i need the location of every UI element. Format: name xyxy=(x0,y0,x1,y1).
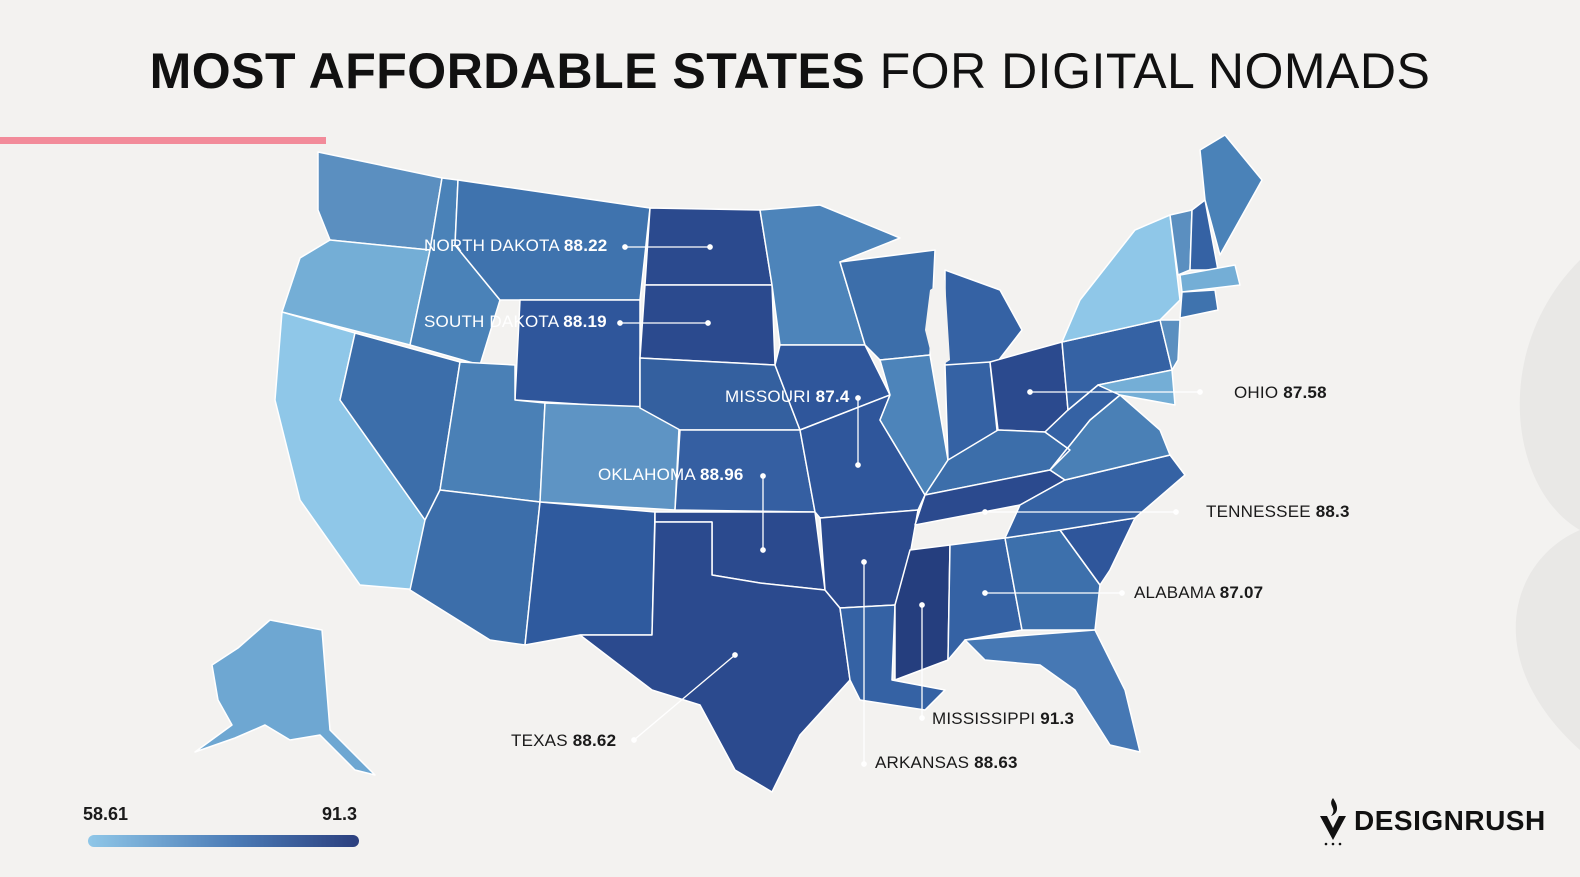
leader-dot xyxy=(919,602,925,608)
callout-value: 87.58 xyxy=(1283,383,1327,402)
brand-name: DESIGNRUSH xyxy=(1354,805,1546,836)
callout-ohio: OHIO 87.58 xyxy=(1234,383,1327,403)
state-oregon xyxy=(281,239,431,346)
leader-dot xyxy=(1027,389,1033,395)
callout-mississippi: MISSISSIPPI 91.3 xyxy=(932,709,1074,729)
state-massachusetts xyxy=(1179,264,1241,293)
callout-value: 88.19 xyxy=(563,312,607,331)
callout-value: 87.07 xyxy=(1219,583,1264,602)
leader-dot xyxy=(982,590,988,596)
accent-line xyxy=(0,137,326,144)
state-arizona xyxy=(409,489,541,646)
callout-tennessee: TENNESSEE 88.3 xyxy=(1206,502,1350,522)
callout-texas: TEXAS 88.62 xyxy=(511,731,616,751)
leader-dot xyxy=(861,559,867,565)
callout-value: 88.22 xyxy=(563,236,608,255)
flame-v-logo-icon xyxy=(1320,798,1346,846)
brand-logo: DESIGNRUSH xyxy=(1318,796,1546,846)
callout-value: 87.4 xyxy=(815,387,850,406)
leader-dot xyxy=(732,652,738,658)
callout-state: NORTH DAKOTA xyxy=(424,236,559,255)
callout-state: TENNESSEE xyxy=(1206,502,1311,521)
state-new-mexico xyxy=(524,501,656,646)
leader-dot xyxy=(1173,509,1179,515)
leader-dot xyxy=(982,509,988,515)
callout-state: ALABAMA xyxy=(1134,583,1215,602)
callout-state: SOUTH DAKOTA xyxy=(424,312,559,331)
callout-state: OKLAHOMA xyxy=(598,465,696,484)
leader-dot xyxy=(1119,590,1125,596)
callout-arkansas: ARKANSAS 88.63 xyxy=(875,753,1018,773)
callout-value: 88.62 xyxy=(572,731,617,750)
callout-value: 88.3 xyxy=(1315,502,1350,521)
leader-dot xyxy=(919,715,925,721)
legend-gradient-bar xyxy=(88,835,359,847)
callout-value: 91.3 xyxy=(1040,709,1075,728)
legend-min-label: 58.61 xyxy=(83,804,129,824)
state-connecticut xyxy=(1179,289,1219,319)
callout-oklahoma: OKLAHOMA 88.96 xyxy=(598,465,744,485)
leader-dot xyxy=(855,395,861,401)
state-new-jersey xyxy=(1159,319,1181,371)
state-alaska xyxy=(194,619,376,776)
leader-dot xyxy=(760,547,766,553)
state-texas xyxy=(579,521,851,793)
background-swoosh xyxy=(1515,260,1580,750)
callout-state: ARKANSAS xyxy=(875,753,970,772)
legend-max-label: 91.3 xyxy=(322,804,358,824)
leader-dot xyxy=(861,761,867,767)
callout-north-dakota: NORTH DAKOTA 88.22 xyxy=(424,236,607,256)
state-maine xyxy=(1199,134,1263,256)
callout-state: TEXAS xyxy=(511,731,568,750)
callout-state: OHIO xyxy=(1234,383,1279,402)
leader-dot xyxy=(707,244,713,250)
callout-value: 88.96 xyxy=(699,465,744,484)
title-light: FOR DIGITAL NOMADS xyxy=(879,43,1431,99)
leader-line xyxy=(633,654,736,741)
leader-dot xyxy=(855,462,861,468)
title-bold: MOST AFFORDABLE STATES xyxy=(149,43,866,99)
leader-dot xyxy=(617,320,623,326)
state-alabama xyxy=(947,537,1023,661)
leader-dot xyxy=(622,244,628,250)
callout-value: 88.63 xyxy=(974,753,1018,772)
leader-dot xyxy=(631,737,637,743)
state-michigan xyxy=(944,269,1023,366)
page-title: MOST AFFORDABLE STATES FOR DIGITAL NOMAD… xyxy=(0,42,1580,100)
callout-missouri: MISSOURI 87.4 xyxy=(725,387,850,407)
callout-south-dakota: SOUTH DAKOTA 88.19 xyxy=(424,312,607,332)
leader-dot xyxy=(705,320,711,326)
state-florida xyxy=(964,629,1141,753)
leader-dot xyxy=(1197,389,1203,395)
lake-michigan xyxy=(925,280,950,370)
callout-state: MISSOURI xyxy=(725,387,811,406)
callout-alabama: ALABAMA 87.07 xyxy=(1134,583,1263,603)
leader-dot xyxy=(760,473,766,479)
callout-state: MISSISSIPPI xyxy=(932,709,1036,728)
